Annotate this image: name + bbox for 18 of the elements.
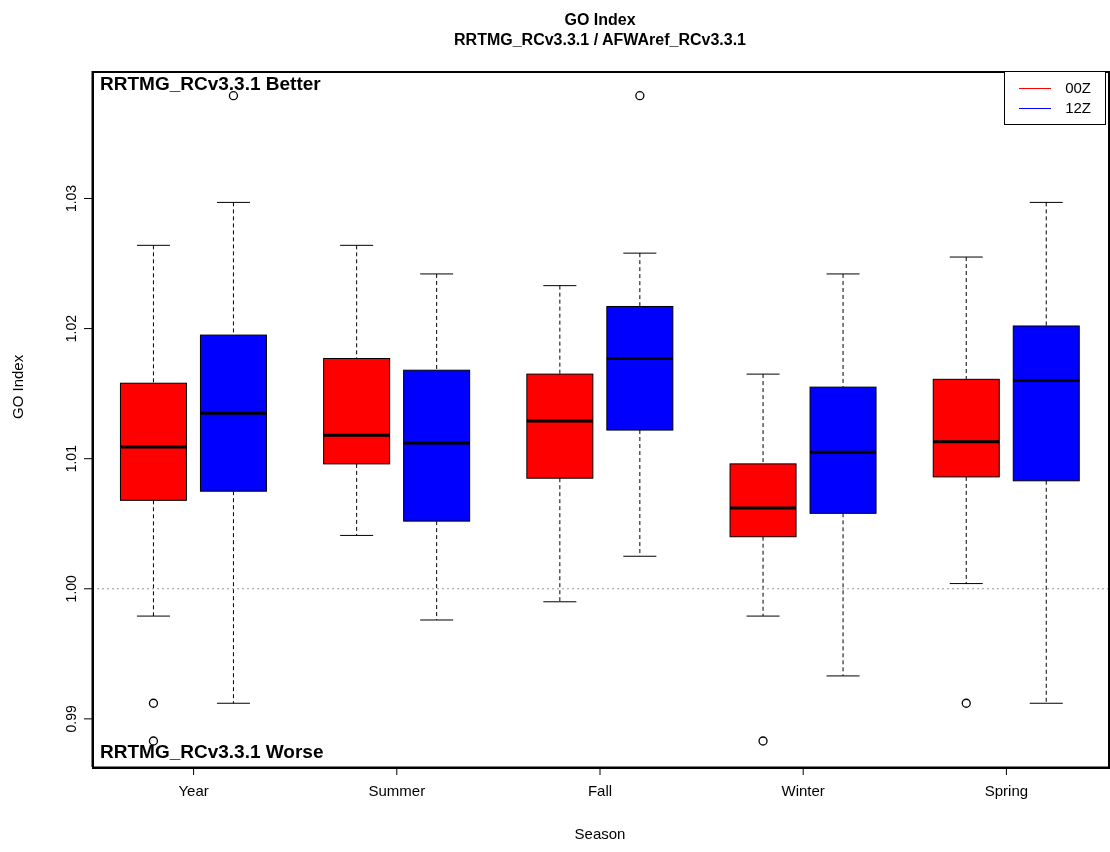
y-tick-label: 1.02 — [63, 314, 79, 343]
x-tick-label: Fall — [587, 781, 613, 799]
x-tick-label: Summer — [368, 781, 426, 799]
chart-title: GO Index — [563, 10, 637, 30]
x-tick-label: Winter — [781, 781, 825, 799]
x-tick-label: Spring — [984, 781, 1029, 799]
legend-label: 12Z — [1065, 98, 1091, 118]
y-axis-title: GO Index — [9, 354, 27, 419]
y-tick-label: 1.03 — [63, 184, 79, 213]
x-tick-label: Year — [178, 781, 209, 799]
legend-label: 00Z — [1065, 78, 1091, 98]
y-tick-label: 0.99 — [63, 705, 79, 733]
y-tick-label: 1.01 — [63, 444, 79, 473]
annotation: RRTMG_RCv3.3.1 Worse — [100, 741, 324, 763]
annotation: RRTMG_RCv3.3.1 Better — [100, 73, 321, 95]
chart-subtitle: RRTMG_RCv3.3.1 / AFWAref_RCv3.3.1 — [453, 30, 747, 50]
x-axis-title: Season — [574, 825, 626, 842]
y-tick-label: 1.00 — [63, 574, 79, 603]
